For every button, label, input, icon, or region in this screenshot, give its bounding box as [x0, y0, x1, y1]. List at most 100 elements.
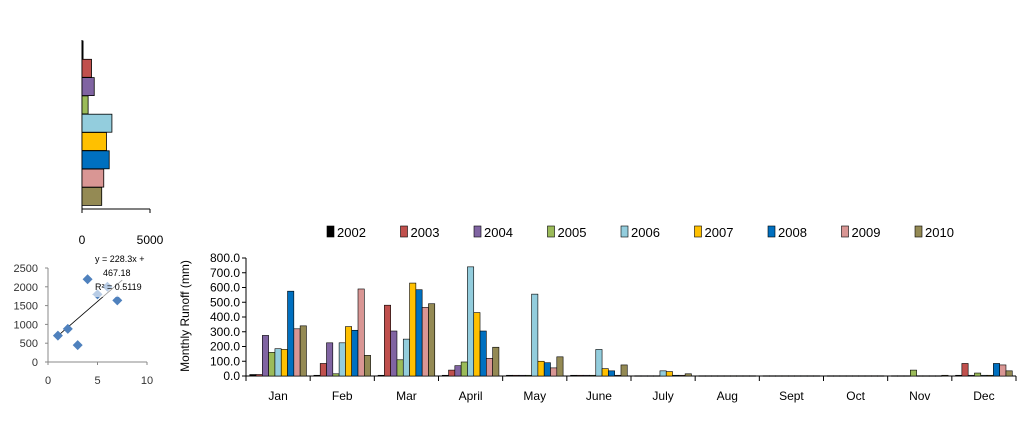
legend-label-2007: 2007	[705, 225, 734, 240]
hbar-bar-2	[81, 77, 95, 96]
legend-swatch-2009	[841, 225, 849, 238]
main-y-tick-label-4: 400.0	[210, 310, 240, 324]
main-y-tick-label-0: 0.0	[223, 369, 240, 383]
bar-2005-Mar	[396, 359, 404, 377]
trendline-equation-line-1: y = 228.3x +	[95, 254, 145, 264]
bar-2002-Dec	[955, 374, 963, 377]
bar-2004-Aug	[711, 375, 719, 377]
legend: 2002 2003 2004 2005 2006 2007 2008 2009 2010	[326, 225, 954, 240]
bar-2010-June	[620, 364, 628, 377]
bar-2008-April	[479, 330, 487, 377]
x-label-Oct: Oct	[846, 389, 865, 403]
bar-2002-Jan	[249, 374, 257, 377]
x-label-May: May	[523, 389, 546, 403]
bar-2002-June	[570, 374, 578, 377]
x-label-April: April	[459, 389, 483, 403]
bar-2002-Mar	[377, 374, 385, 377]
legend-label-2010: 2010	[925, 225, 954, 240]
bar-2003-Sept	[769, 375, 776, 377]
hbar-bar-0	[81, 40, 84, 60]
bar-2010-Oct	[877, 375, 885, 377]
bar-2004-June	[582, 374, 590, 377]
bar-2006-Jan	[274, 348, 282, 377]
scatter-x-tick-label-2: 10	[141, 375, 153, 387]
x-label-July: July	[652, 389, 673, 403]
scatter-x-tick-label-0: 0	[45, 375, 51, 387]
bar-2010-Nov	[941, 374, 949, 377]
bar-2003-April	[448, 369, 456, 377]
bar-2004-Dec	[967, 374, 975, 377]
bar-2003-Dec	[961, 363, 969, 377]
bar-2007-Aug	[730, 375, 738, 377]
bar-2004-July	[647, 375, 654, 377]
bar-2003-July	[640, 375, 648, 377]
bar-2007-Nov	[922, 375, 930, 377]
legend-swatch-2003	[400, 225, 408, 238]
monthly-runoff-chart: Monthly Runoff (mm) 0.0100.0200.0300.040…	[178, 225, 1017, 403]
main-x-labels: Jan Feb Mar April May June July Aug Sept Oct Nov De…	[245, 376, 1017, 403]
bar-2006-Aug	[723, 375, 731, 377]
bar-2008-Mar	[415, 289, 423, 377]
bar-2003-June	[576, 374, 584, 377]
x-label-Nov: Nov	[909, 389, 930, 403]
legend-swatch-2010	[914, 225, 923, 238]
bar-2007-May	[537, 360, 545, 377]
legend-label-2005: 2005	[558, 225, 587, 240]
x-label-June: June	[586, 389, 612, 403]
bar-2002-Sept	[762, 375, 770, 377]
legend-swatch-2002	[326, 225, 335, 238]
bar-2005-Aug	[717, 375, 725, 377]
legend-label-2008: 2008	[778, 225, 807, 240]
bar-2006-July	[659, 370, 667, 377]
bar-2010-July	[684, 373, 692, 377]
trendline-r-squared: R² = 0.5119	[95, 282, 142, 292]
hbar-x-ticks: 0 5000	[79, 209, 164, 247]
bar-2002-May	[506, 374, 513, 377]
bar-2003-Aug	[704, 375, 712, 377]
bar-2004-Oct	[839, 375, 847, 377]
bar-2004-Jan	[262, 335, 269, 377]
bar-2009-Jan	[293, 328, 301, 377]
hbar-bar-4	[81, 113, 113, 133]
bar-2008-June	[608, 370, 615, 377]
bar-2007-July	[665, 371, 673, 377]
horizontal-bar-chart: 0 5000	[79, 40, 164, 247]
bar-2005-July	[653, 375, 661, 377]
bar-2004-Sept	[775, 375, 783, 377]
bar-2006-Nov	[916, 375, 924, 377]
bar-2002-Feb	[313, 374, 321, 377]
main-y-axis-label: Monthly Runoff (mm)	[178, 260, 192, 372]
hbar-bar-6	[81, 150, 110, 170]
scatter-point-2	[72, 340, 83, 351]
bar-2008-Feb	[351, 329, 359, 377]
bar-2005-May	[524, 374, 532, 377]
main-y-tick-label-7: 700.0	[210, 266, 240, 280]
bar-2006-Dec	[980, 374, 988, 377]
legend-label-2004: 2004	[484, 225, 513, 240]
bar-2003-Mar	[384, 304, 391, 377]
bar-2003-May	[512, 374, 520, 377]
bar-2004-Mar	[390, 330, 398, 377]
bar-2002-Aug	[698, 375, 706, 377]
bar-2010-April	[492, 346, 500, 377]
hbar-bar-3	[81, 95, 89, 115]
trendline-equation-line-2: 467.18	[103, 268, 131, 278]
main-y-tick-label-6: 600.0	[210, 281, 240, 295]
main-y-tick-label-3: 300.0	[210, 325, 240, 339]
hbar-x-tick-label-0: 0	[79, 233, 86, 247]
bar-2010-May	[556, 356, 564, 377]
hbar-bar-7	[81, 168, 105, 188]
bar-2003-Oct	[833, 375, 841, 377]
bar-2007-April	[473, 312, 481, 377]
main-bars	[249, 266, 1013, 377]
bar-2005-Nov	[909, 369, 917, 377]
bar-2010-Feb	[363, 355, 371, 377]
hbar-bar-5	[81, 132, 107, 151]
legend-swatch-2008	[767, 225, 776, 238]
scatter-point-0	[52, 330, 63, 341]
bar-2006-May	[531, 293, 539, 377]
bar-2009-Nov	[935, 375, 943, 377]
bar-2003-Jan	[255, 374, 263, 377]
hbar-bar-1	[81, 58, 92, 78]
